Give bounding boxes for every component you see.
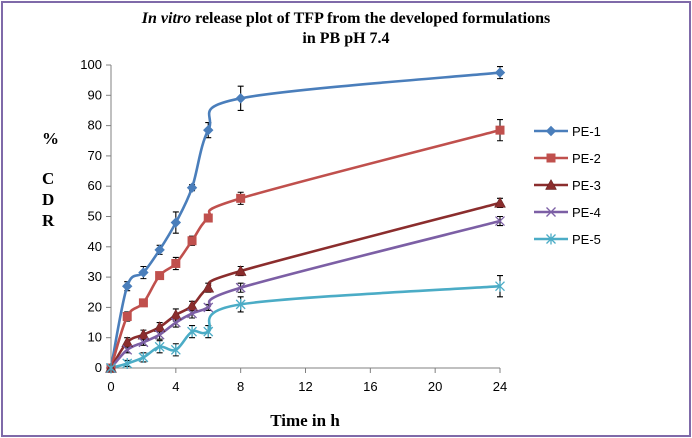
data-point-pe-2 xyxy=(187,236,197,246)
legend-marker-pe-2 xyxy=(546,153,556,163)
chart-title-line-2: in PB pH 7.4 xyxy=(302,30,390,47)
y-tick-label: 100 xyxy=(80,57,102,72)
y-tick-label: 70 xyxy=(88,148,102,163)
data-point-pe-4 xyxy=(154,329,165,340)
series-line-pe-1 xyxy=(109,71,501,369)
y-axis-label-c: C xyxy=(42,169,55,188)
data-point-pe-1 xyxy=(494,67,506,78)
x-tick-label: 20 xyxy=(428,379,442,394)
y-tick-label: 20 xyxy=(88,299,102,314)
legend-marker-pe-1 xyxy=(545,125,557,137)
data-point-pe-3 xyxy=(202,281,215,293)
x-tick-label: 16 xyxy=(363,379,377,394)
data-point-pe-3 xyxy=(121,336,134,347)
x-axis-label: Time in h xyxy=(270,411,340,430)
legend-label-pe-5: PE-5 xyxy=(572,232,601,247)
y-tick-label: 80 xyxy=(88,118,102,133)
data-point-pe-4 xyxy=(495,216,505,227)
chart-title-rest: release plot of TFP from the developed f… xyxy=(191,10,551,27)
data-point-pe-3 xyxy=(234,265,247,276)
y-tick-label: 40 xyxy=(88,239,102,254)
data-point-pe-4 xyxy=(122,344,133,355)
legend-marker-pe-3 xyxy=(545,178,557,190)
y-tick-label: 90 xyxy=(88,87,102,102)
series-lines xyxy=(109,71,501,370)
data-point-pe-2 xyxy=(155,271,165,281)
data-point-pe-5 xyxy=(495,280,505,292)
chart-title-line-1: In vitro release plot of TFP from the de… xyxy=(0,10,692,28)
x-tick-label: 4 xyxy=(172,379,179,394)
data-point-pe-1 xyxy=(122,280,133,292)
data-point-pe-1 xyxy=(186,182,198,193)
legend-label-pe-1: PE-1 xyxy=(572,124,601,139)
data-point-pe-4 xyxy=(203,302,214,313)
data-point-pe-2 xyxy=(138,298,148,308)
data-point-pe-5 xyxy=(235,298,246,310)
series-line-pe-4 xyxy=(110,219,501,369)
data-point-pe-5 xyxy=(138,351,149,363)
y-tick-label: 30 xyxy=(88,269,102,284)
legend-label-pe-3: PE-3 xyxy=(572,178,601,193)
data-point-pe-1 xyxy=(235,93,246,104)
x-tick-label: 12 xyxy=(298,379,312,394)
data-point-pe-5 xyxy=(122,357,133,369)
x-tick-label: 8 xyxy=(237,379,244,394)
data-point-pe-2 xyxy=(122,311,132,321)
legend: PE-1 PE-2 PE-3 PE-4 PE-5 xyxy=(534,124,601,247)
data-point-pe-5 xyxy=(154,341,165,353)
data-point-pe-5 xyxy=(170,344,181,356)
axes: 0 10 20 30 40 50 60 70 80 90 100 0 4 8 12 16 20 24 xyxy=(80,57,507,394)
chart-title-italic: In vitro xyxy=(141,10,192,27)
data-point-pe-5 xyxy=(203,326,214,338)
legend-label-pe-4: PE-4 xyxy=(572,205,601,220)
data-point-pe-2 xyxy=(495,125,505,135)
data-point-pe-4 xyxy=(138,337,149,348)
y-tick-label: 10 xyxy=(88,330,102,345)
data-point-pe-3 xyxy=(494,196,506,208)
data-point-pe-1 xyxy=(154,244,165,256)
data-point-pe-3 xyxy=(186,299,198,311)
data-point-pe-3 xyxy=(137,328,150,340)
legend-marker-pe-5 xyxy=(546,233,556,245)
data-point-pe-3 xyxy=(169,308,182,320)
series-markers xyxy=(105,67,506,374)
y-tick-label: 60 xyxy=(88,178,102,193)
y-tick-label: 0 xyxy=(95,360,102,375)
y-axis-label-percent: % xyxy=(42,129,59,148)
x-tick-label: 24 xyxy=(493,379,507,394)
x-tick-label: 0 xyxy=(107,379,114,394)
data-point-pe-5 xyxy=(187,326,198,338)
data-point-pe-2 xyxy=(171,258,181,268)
legend-label-pe-2: PE-2 xyxy=(572,151,601,166)
data-point-pe-1 xyxy=(203,124,214,136)
data-point-pe-1 xyxy=(138,267,149,278)
data-point-pe-5 xyxy=(106,362,116,374)
data-point-pe-2 xyxy=(203,213,213,223)
legend-marker-pe-4 xyxy=(546,207,556,217)
series-line-pe-2 xyxy=(109,128,501,369)
data-point-pe-1 xyxy=(170,217,182,228)
y-tick-label: 50 xyxy=(88,209,102,224)
data-point-pe-2 xyxy=(236,193,246,203)
data-point-pe-4 xyxy=(235,282,246,293)
series-line-pe-3 xyxy=(109,201,501,369)
series-line-pe-5 xyxy=(110,284,501,370)
data-point-pe-3 xyxy=(153,321,166,332)
data-point-pe-4 xyxy=(187,308,198,319)
y-axis-label-d: D xyxy=(42,190,55,209)
data-point-pe-4 xyxy=(170,317,181,328)
y-axis-label-r: R xyxy=(42,211,55,230)
